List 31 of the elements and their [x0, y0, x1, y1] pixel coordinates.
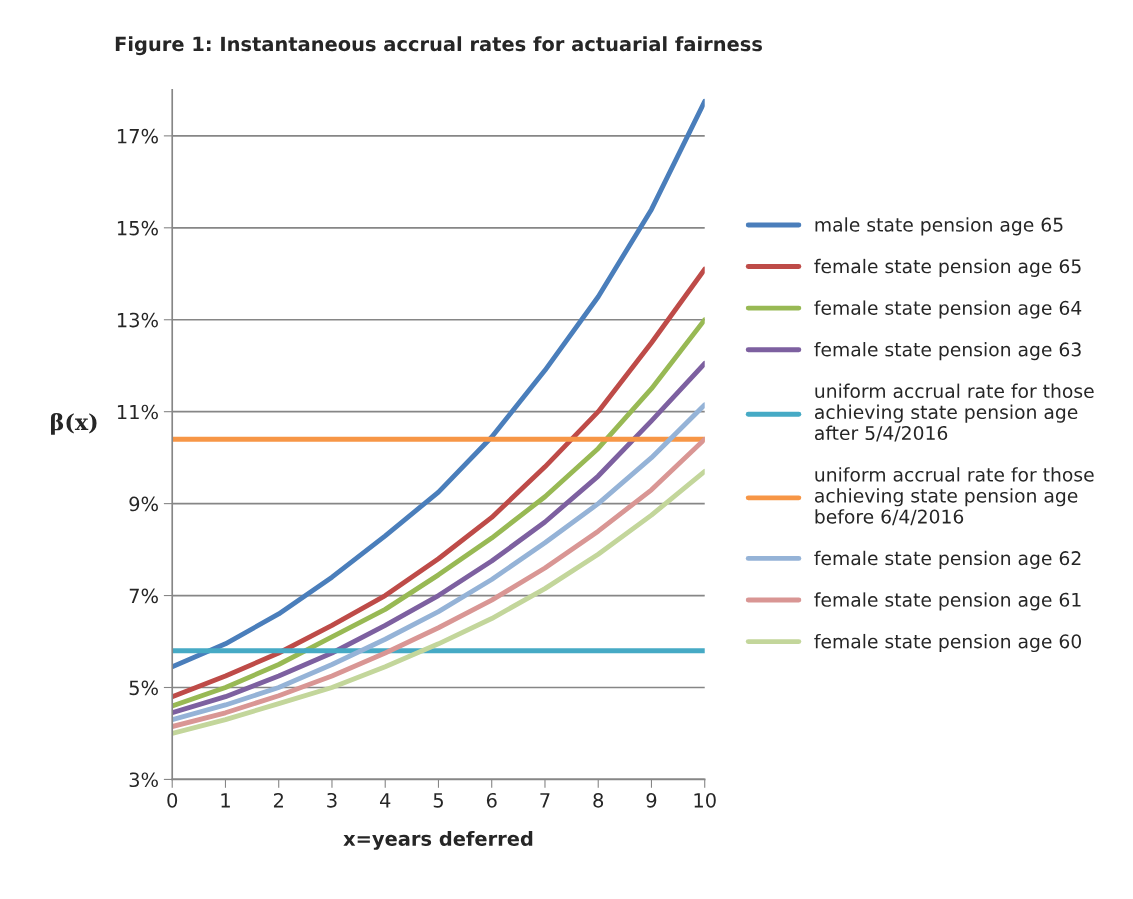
- y-tick-label: 11%: [117, 404, 158, 420]
- y-tick-label: 17%: [117, 128, 158, 144]
- x-tick-label: 4: [379, 793, 391, 808]
- legend-label: female state pension age 60: [814, 633, 1082, 653]
- x-tick-label: 10: [694, 792, 716, 808]
- legend-label: uniform accrual rate for those achieving state pension age after 5/4/2016: [814, 383, 1094, 442]
- x-tick-label: 6: [486, 792, 497, 808]
- x-axis-title: x=years deferred: [343, 830, 533, 850]
- legend-label: female state pension age 63: [814, 342, 1081, 361]
- x-tick-label: 3: [327, 792, 337, 808]
- x-tick-label: 5: [433, 793, 443, 808]
- legend-label: uniform accrual rate for those achieving state pension age before 6/4/2016: [814, 467, 1094, 526]
- legend-label: female state pension age 64: [814, 300, 1082, 319]
- y-tick-label: 9%: [129, 496, 158, 512]
- x-tick-label: 1: [221, 793, 230, 808]
- y-tick-label: 7%: [129, 588, 158, 604]
- y-tick-label: 5%: [129, 680, 158, 696]
- legend-label: female state pension age 65: [814, 258, 1081, 277]
- chart-title: Figure 1: Instantaneous accrual rates for actuarial fairness: [115, 36, 762, 56]
- y-tick-label: 15%: [117, 220, 158, 236]
- y-axis-title: β(x): [51, 412, 97, 435]
- x-tick-label: 9: [646, 792, 657, 808]
- x-tick-label: 2: [273, 792, 283, 808]
- x-tick-label: 8: [593, 792, 604, 808]
- x-tick-label: 7: [540, 793, 550, 808]
- legend-label: male state pension age 65: [815, 217, 1063, 236]
- legend-label: female state pension age 62: [814, 550, 1081, 569]
- legend-label: female state pension age 61: [814, 592, 1081, 611]
- x-tick-label: 0: [167, 792, 178, 808]
- y-tick-label: 3%: [129, 772, 158, 788]
- y-tick-label: 13%: [117, 312, 158, 328]
